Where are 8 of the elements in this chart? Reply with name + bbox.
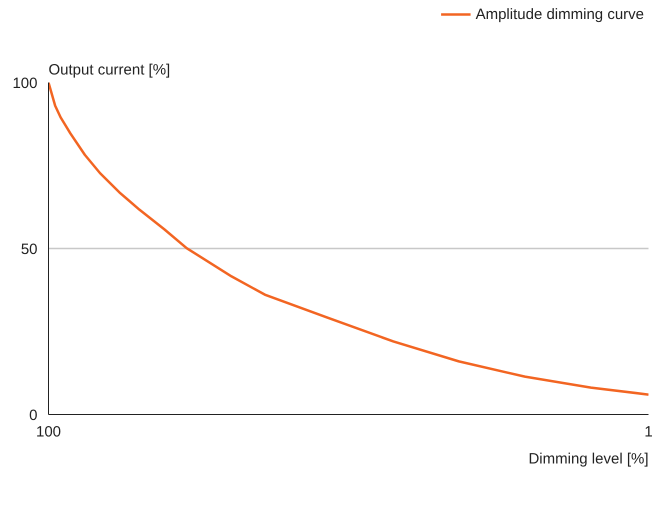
y-axis-title: Output current [%] (48, 62, 170, 78)
x-tick-label: 1 (644, 424, 653, 440)
y-tick-label: 0 (29, 407, 38, 424)
x-axis-title: Dimming level [%] (528, 450, 648, 468)
y-tick-label: 100 (12, 75, 38, 92)
y-tick-label: 50 (20, 241, 38, 258)
legend-label: Amplitude dimming curve (476, 6, 644, 22)
line-series (48, 82, 648, 396)
